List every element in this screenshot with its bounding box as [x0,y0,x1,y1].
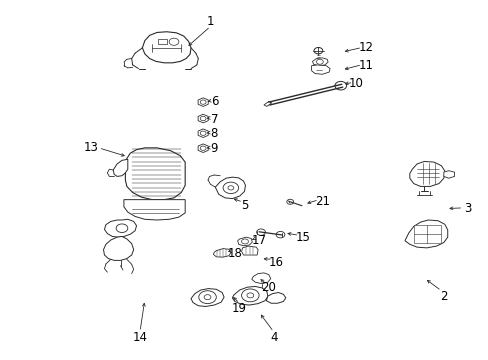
Polygon shape [198,98,208,107]
Polygon shape [215,177,245,199]
Circle shape [200,146,205,150]
Polygon shape [266,293,285,303]
Text: 12: 12 [358,41,373,54]
Text: 16: 16 [268,256,283,269]
Polygon shape [232,287,267,305]
Text: 2: 2 [439,289,447,303]
Circle shape [116,224,127,233]
Polygon shape [158,39,166,44]
Text: 10: 10 [348,77,363,90]
Polygon shape [123,200,185,220]
Text: 1: 1 [206,14,214,27]
Polygon shape [113,159,127,176]
Circle shape [241,239,248,244]
Text: 19: 19 [232,302,246,315]
Polygon shape [191,289,224,306]
Text: 20: 20 [261,281,276,294]
Text: 11: 11 [358,59,373,72]
Circle shape [223,182,238,194]
Polygon shape [409,161,444,186]
Polygon shape [237,237,252,246]
Text: 5: 5 [240,198,248,212]
Polygon shape [443,171,454,178]
Circle shape [256,229,265,235]
Circle shape [199,291,216,303]
Polygon shape [104,219,136,237]
Text: 21: 21 [314,195,329,208]
Circle shape [169,38,179,45]
Text: 17: 17 [251,234,266,247]
Polygon shape [125,148,185,200]
Polygon shape [241,246,258,255]
Polygon shape [198,129,208,138]
Polygon shape [142,32,191,63]
Circle shape [313,48,322,54]
Text: 9: 9 [210,142,218,155]
Text: 8: 8 [210,127,218,140]
Text: 6: 6 [211,95,219,108]
Polygon shape [198,114,208,123]
Polygon shape [311,65,329,74]
Text: 4: 4 [269,331,277,344]
Circle shape [227,186,233,190]
Text: 13: 13 [84,141,99,154]
Circle shape [276,231,285,238]
Polygon shape [404,220,447,248]
Circle shape [203,295,210,300]
Polygon shape [251,273,270,284]
Polygon shape [264,102,271,107]
Circle shape [200,131,205,135]
Circle shape [200,116,205,121]
Text: 14: 14 [132,332,147,345]
Text: 18: 18 [227,247,242,260]
Circle shape [334,81,346,90]
Polygon shape [213,249,230,257]
Circle shape [316,59,323,64]
Circle shape [241,289,259,302]
Polygon shape [312,58,327,66]
Polygon shape [103,237,133,260]
Text: 7: 7 [210,113,218,126]
Polygon shape [198,144,208,153]
Polygon shape [413,225,441,243]
Circle shape [246,293,253,298]
Circle shape [200,100,205,104]
Circle shape [286,199,293,204]
Text: 3: 3 [464,202,471,215]
Text: 15: 15 [295,231,310,244]
